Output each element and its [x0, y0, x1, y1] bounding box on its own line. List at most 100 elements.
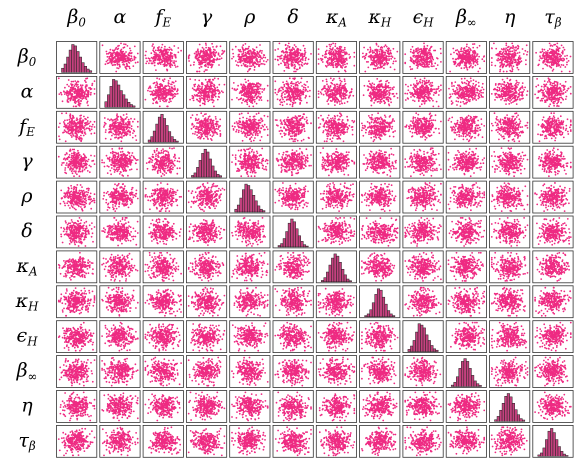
column-labels: β0 α fE γ ρ δ κA κH ϵH β∞ η τβ [66, 6, 561, 30]
scatter-panel-1-8 [402, 76, 444, 109]
histogram-bar [341, 268, 345, 283]
histogram-bar [208, 158, 212, 178]
histogram-bar [132, 105, 136, 108]
scatter-panel-6-2 [142, 250, 184, 284]
histogram-bar [550, 428, 554, 457]
scatter-points [318, 393, 356, 422]
scatter-points [101, 42, 139, 73]
scatter-panel-4-7 [359, 180, 401, 214]
scatter-panel-11-6 [315, 424, 357, 458]
scatter-panel-0-11 [532, 41, 574, 74]
scatter-points [449, 43, 486, 73]
histogram-bar [552, 432, 556, 457]
scatter-panel-4-1 [99, 180, 141, 214]
scatter-points [535, 251, 571, 282]
histogram-bar [425, 334, 429, 352]
scatter-panel-10-1 [99, 390, 141, 423]
scatter-panel-7-6 [315, 285, 357, 319]
scatter-points [144, 393, 181, 422]
row-label-0: β0 [17, 45, 37, 69]
scatter-panel-3-10 [489, 145, 531, 179]
scatter-panel-8-1 [99, 320, 141, 354]
scatter-panel-0-7 [359, 41, 401, 74]
scatter-points [361, 426, 397, 457]
scatter-panel-9-5 [272, 355, 314, 388]
histogram-bar [193, 172, 197, 178]
scatter-panel-4-3 [185, 180, 228, 214]
scatter-panel-10-2 [142, 390, 184, 423]
histogram-bar [369, 309, 373, 317]
scatter-panel-8-2 [142, 320, 184, 354]
histogram-bar [333, 253, 337, 283]
histogram-bar [430, 345, 434, 352]
scatter-points [534, 77, 572, 108]
histogram-bar [348, 280, 352, 283]
scatter-points [447, 182, 486, 212]
histogram-bar [211, 165, 215, 178]
histogram-bar [71, 44, 75, 73]
row-label-2: fE [17, 115, 35, 139]
histogram-bar [453, 382, 457, 387]
histogram-bar [501, 403, 505, 422]
histogram-bar [471, 375, 475, 387]
scatter-points [101, 426, 139, 457]
histogram-bar [81, 62, 85, 73]
scatter-panel-1-10 [489, 76, 531, 109]
histogram-bar [191, 175, 195, 178]
scatter-panel-8-0 [56, 320, 98, 354]
scatter-panel-2-9 [445, 110, 487, 144]
scatter-panel-4-6 [315, 180, 357, 214]
scatter-panel-11-3 [185, 424, 228, 458]
histogram-bar [234, 208, 238, 213]
scatter-points [101, 392, 139, 422]
scatter-points [231, 112, 269, 143]
scatter-panel-0-10 [489, 41, 531, 74]
histogram-bar [282, 238, 286, 248]
scatter-panel-6-1 [99, 250, 141, 284]
scatter-points [145, 147, 181, 178]
panel-border [359, 390, 401, 423]
scatter-points [490, 426, 528, 457]
scatter-panel-3-2 [142, 145, 184, 179]
scatter-panel-6-10 [489, 250, 531, 284]
scatter-points [490, 112, 529, 143]
row-label-1: α [21, 80, 34, 102]
column-label-3: γ [201, 6, 213, 28]
scatter-panel-4-5 [272, 180, 314, 214]
histogram-panel-5 [272, 215, 314, 249]
scatter-points [187, 182, 226, 212]
histogram-bar [160, 114, 164, 143]
scatter-points [274, 42, 312, 73]
row-label-10: η [21, 394, 33, 416]
histogram-bar [366, 313, 370, 317]
scatter-panel-0-1 [99, 41, 141, 74]
scatter-points [275, 147, 312, 177]
histogram-bar [152, 130, 156, 143]
scatter-points [59, 184, 96, 212]
scatter-points [317, 217, 356, 246]
histogram-bar [242, 189, 246, 213]
scatter-points [144, 251, 183, 282]
histogram-panel-2 [142, 110, 184, 144]
histogram-bar [422, 327, 426, 352]
scatter-points [231, 426, 267, 456]
column-label-10: η [504, 6, 516, 28]
scatter-points [190, 112, 222, 141]
histogram-bar [155, 123, 159, 143]
scatter-panel-1-4 [229, 76, 271, 109]
scatter-points [404, 217, 442, 247]
scatter-panel-1-5 [272, 76, 314, 109]
histogram-bar [196, 167, 200, 178]
scatter-panel-10-5 [272, 390, 314, 423]
histogram-bar [83, 66, 87, 73]
histogram-bar [78, 56, 82, 73]
scatter-panel-5-3 [185, 215, 228, 249]
scatter-panel-6-7 [359, 250, 401, 284]
histogram-bar [290, 218, 294, 248]
histogram-panel-0 [56, 41, 98, 74]
histogram-bar [295, 228, 299, 248]
panel-border [229, 145, 271, 179]
scatter-panel-10-4 [229, 390, 271, 423]
scatter-panel-4-0 [56, 180, 98, 214]
histogram-bar [175, 140, 179, 143]
